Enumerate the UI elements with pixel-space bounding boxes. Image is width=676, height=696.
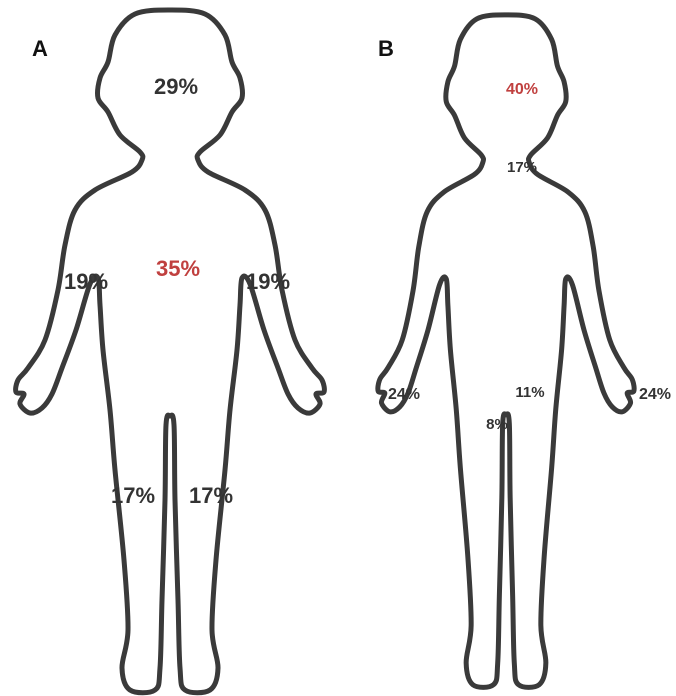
panel-label: B	[378, 36, 394, 61]
region-percent: 8%	[486, 416, 508, 433]
region-percent: 24%	[388, 386, 420, 403]
region-percent: 17%	[507, 159, 537, 176]
region-percent: 29%	[154, 74, 198, 99]
region-percent: 17%	[111, 483, 155, 508]
panel-label: A	[32, 36, 48, 61]
region-percent: 19%	[64, 269, 108, 294]
region-percent: 24%	[639, 386, 671, 403]
body-outline	[375, 12, 637, 690]
body-outline	[13, 7, 327, 696]
region-percent: 19%	[246, 269, 290, 294]
region-percent: 35%	[156, 256, 200, 281]
region-percent: 17%	[189, 483, 233, 508]
region-percent: 11%	[515, 384, 544, 401]
region-percent: 40%	[506, 81, 538, 98]
